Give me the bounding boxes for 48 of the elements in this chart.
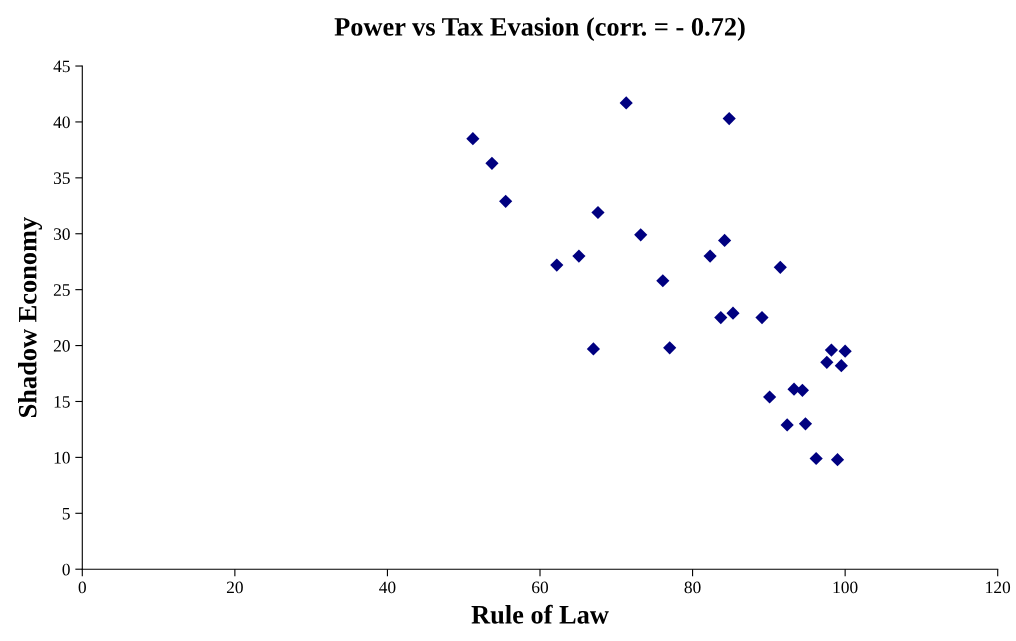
point	[703, 249, 717, 263]
point	[591, 205, 605, 220]
x-tick-label: 100	[833, 581, 858, 594]
x-tick-label: 120	[986, 581, 1011, 594]
point	[586, 342, 600, 356]
point	[466, 132, 480, 146]
y-tick-label: 0	[62, 563, 70, 576]
point	[763, 390, 777, 404]
point	[798, 417, 813, 431]
y-tick-label: 10	[54, 451, 70, 464]
point	[722, 111, 736, 126]
chart-title: Power vs Tax Evasion (corr. = - 0.72)	[334, 17, 745, 42]
point	[619, 96, 633, 110]
point	[809, 451, 823, 466]
point	[718, 233, 732, 248]
point	[550, 258, 564, 272]
y-tick-label: 5	[62, 507, 70, 520]
y-tick-label: 45	[53, 60, 70, 73]
point	[780, 418, 794, 432]
point	[824, 343, 838, 357]
point	[663, 341, 677, 355]
x-tick-label: 60	[532, 581, 549, 594]
y-tick-label: 25	[53, 284, 70, 296]
point	[830, 453, 845, 467]
point	[834, 359, 848, 373]
x-tick-label: 0	[78, 581, 86, 594]
point	[773, 260, 787, 274]
y-tick-label: 30	[53, 228, 70, 240]
point	[714, 311, 728, 325]
x-tick-label: 40	[379, 581, 396, 594]
point	[795, 383, 810, 397]
point	[634, 228, 648, 242]
y-tick-label: 35	[53, 172, 70, 185]
point	[726, 306, 740, 320]
point	[755, 311, 769, 325]
point	[656, 274, 670, 288]
point	[820, 355, 834, 369]
point	[485, 156, 499, 170]
y-tick-label: 40	[53, 116, 70, 129]
x-tick-label: 80	[684, 581, 701, 594]
x-tick-label: 20	[226, 581, 243, 594]
point	[499, 194, 513, 208]
x-axis-title: Rule of Law	[471, 604, 609, 624]
y-axis-title: Shadow Economy	[18, 217, 43, 418]
y-tick-label: 20	[53, 340, 70, 352]
point	[572, 249, 586, 263]
y-tick-label: 15	[54, 396, 70, 408]
point	[838, 344, 852, 358]
